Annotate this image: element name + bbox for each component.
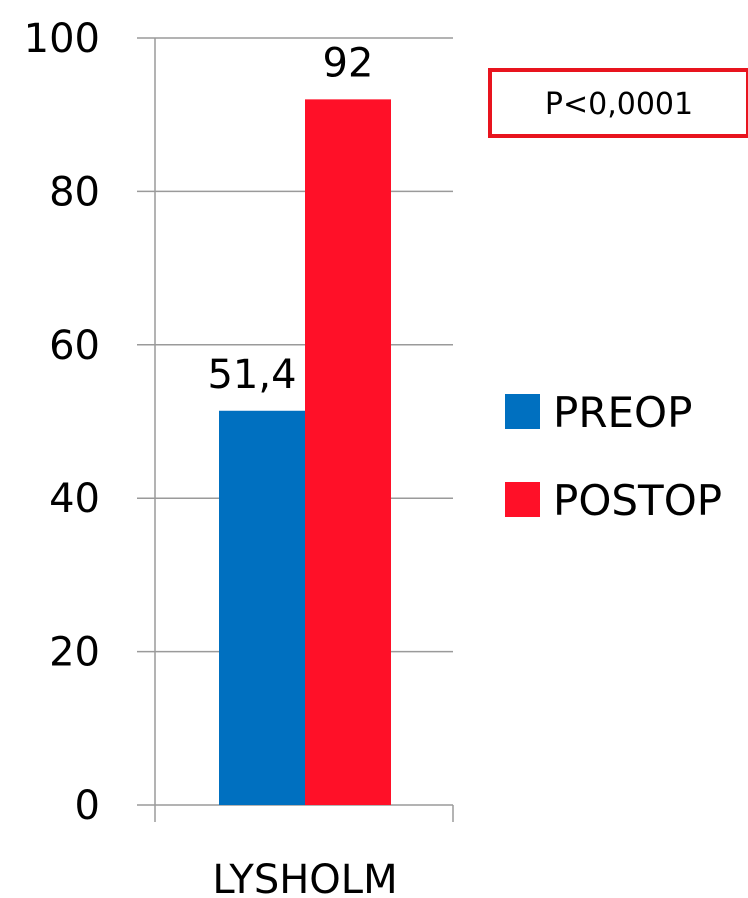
y-tick-label-20: 20	[49, 630, 100, 676]
y-tick-label-40: 40	[49, 476, 100, 522]
y-tick-label-60: 60	[49, 323, 100, 369]
legend-label-postop: POSTOP	[553, 476, 722, 525]
bars	[219, 99, 391, 806]
legend-label-preop: PREOP	[553, 388, 692, 437]
labels: 0 20 40 60 80 100 51,4 92 LYSHOLM	[24, 16, 398, 898]
data-label-postop: 92	[323, 40, 374, 86]
x-category-label: LYSHOLM	[212, 857, 397, 898]
legend-swatch-postop	[505, 482, 540, 517]
y-tick-label-0: 0	[75, 783, 100, 829]
p-value-text: P<0,0001	[545, 87, 693, 122]
y-tick-label-100: 100	[24, 16, 100, 62]
bar-postop	[305, 99, 391, 806]
p-value-annotation: P<0,0001	[488, 68, 748, 138]
gridlines	[137, 37, 453, 653]
p-value-box	[488, 68, 748, 138]
legend-swatch-preop	[505, 394, 540, 429]
y-tick-label-80: 80	[49, 169, 100, 215]
legend: PREOP POSTOP	[505, 388, 722, 525]
bar-preop	[219, 410, 305, 805]
data-label-preop: 51,4	[207, 352, 296, 398]
